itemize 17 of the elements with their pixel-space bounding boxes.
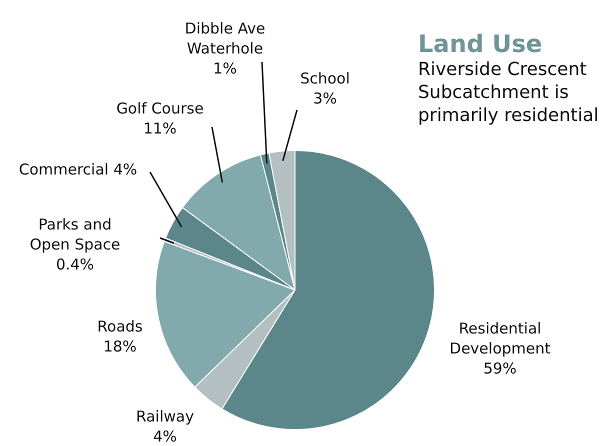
data-label: 0.4% xyxy=(56,255,94,274)
slice-label: Parks and Open Space xyxy=(30,215,120,254)
text: Riverside Crescent Subcatchment is primarily residential xyxy=(418,58,600,127)
data-label: 3% xyxy=(313,89,337,108)
data-label: 18% xyxy=(103,337,137,356)
data-label: 59% xyxy=(483,359,517,378)
slice-label: Roads xyxy=(97,317,143,336)
data-label: 11% xyxy=(143,119,177,138)
data-label: 1% xyxy=(213,59,237,78)
slice-label: Residential Development xyxy=(450,319,551,358)
slice-label: Commercial 4% xyxy=(18,160,138,178)
data-label: 4% xyxy=(153,427,177,446)
slice-label: School xyxy=(300,69,350,88)
slice-label: Railway xyxy=(136,407,194,426)
slice-label: Golf Course xyxy=(116,99,204,118)
slice-label: Dibble Ave Waterhole xyxy=(184,19,266,58)
chart-title: Land Use xyxy=(418,30,544,58)
